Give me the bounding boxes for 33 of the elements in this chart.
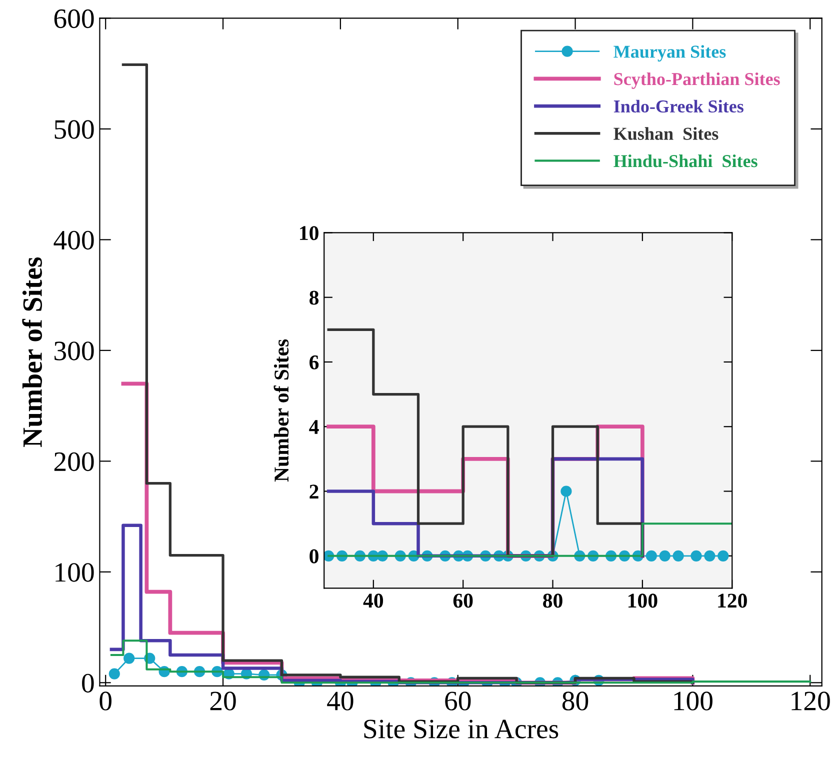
y-tick-label: 100 <box>56 563 94 582</box>
y-tick-label: 0 <box>310 549 318 564</box>
y-tick-label: 300 <box>54 342 94 360</box>
x-tick-label: 100 <box>674 692 712 710</box>
x-tick-label: 80 <box>543 594 562 608</box>
x-tick-label: 40 <box>327 692 354 710</box>
x-tick-label: 40 <box>363 594 384 608</box>
y-tick-label: 0 <box>82 674 94 693</box>
x-tick-label: 60 <box>453 594 473 608</box>
legend-label: Indo-Greek Sites <box>614 100 744 113</box>
x-tick-label: 80 <box>562 692 588 710</box>
y-axis-title: Number of Sites <box>22 257 42 447</box>
legend-label: Kushan Sites <box>614 127 718 140</box>
y-tick-label: 6 <box>310 355 319 370</box>
y-tick-label: 400 <box>54 230 94 250</box>
legend-label: Scytho-Parthian Sites <box>614 72 780 89</box>
x-tick-label: 0 <box>100 692 112 710</box>
legend-label: Hindu-Shahi Sites <box>614 154 758 168</box>
x-tick-label: 60 <box>445 692 471 710</box>
y-tick-label: 500 <box>54 120 94 139</box>
x-tick-label: 120 <box>718 594 747 608</box>
x-axis-title: Site Size in Acres <box>364 720 558 738</box>
y-tick-label: 2 <box>310 484 318 498</box>
legend-label: Mauryan Sites <box>614 45 726 62</box>
y-tick-label: 4 <box>309 420 319 434</box>
y-tick-label: 200 <box>54 452 94 472</box>
x-tick-label: 100 <box>628 594 658 608</box>
y-tick-label: 10 <box>300 226 318 240</box>
y-axis-title: Number of Sites <box>274 339 289 482</box>
x-tick-label: 120 <box>792 692 830 710</box>
x-tick-label: 20 <box>210 692 236 710</box>
y-tick-label: 600 <box>54 9 94 28</box>
y-tick-label: 8 <box>310 290 319 305</box>
